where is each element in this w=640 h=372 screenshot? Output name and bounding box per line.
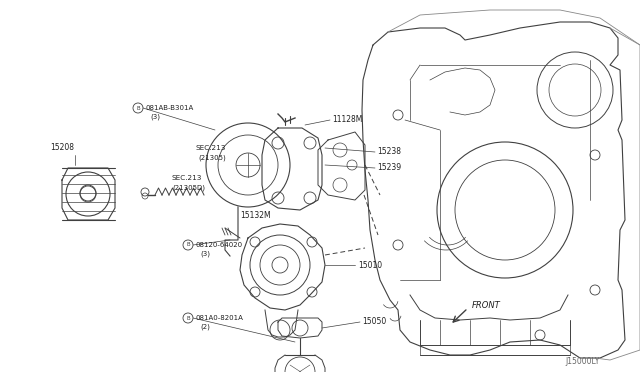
Text: 15208: 15208: [50, 144, 74, 153]
Text: 15239: 15239: [377, 164, 401, 173]
Text: (2): (2): [200, 324, 210, 330]
Text: B: B: [136, 106, 140, 110]
Text: (3): (3): [200, 251, 210, 257]
Text: SEC.213: SEC.213: [172, 175, 202, 181]
Text: 15010: 15010: [358, 260, 382, 269]
Text: 11128M: 11128M: [332, 115, 362, 125]
Text: B: B: [186, 315, 190, 321]
Text: 15238: 15238: [377, 148, 401, 157]
Text: 15050: 15050: [362, 317, 387, 327]
Text: J15000LY: J15000LY: [565, 357, 600, 366]
Text: 15132M: 15132M: [240, 211, 271, 219]
Text: SEC.213: SEC.213: [195, 145, 225, 151]
Text: FRONT: FRONT: [472, 301, 500, 310]
Text: (21305): (21305): [198, 155, 226, 161]
Text: 081A0-8201A: 081A0-8201A: [195, 315, 243, 321]
Text: B: B: [186, 243, 190, 247]
Text: (21305D): (21305D): [172, 185, 205, 191]
Text: 08120-64020: 08120-64020: [195, 242, 242, 248]
Text: (3): (3): [150, 114, 160, 120]
Text: 081AB-B301A: 081AB-B301A: [145, 105, 193, 111]
